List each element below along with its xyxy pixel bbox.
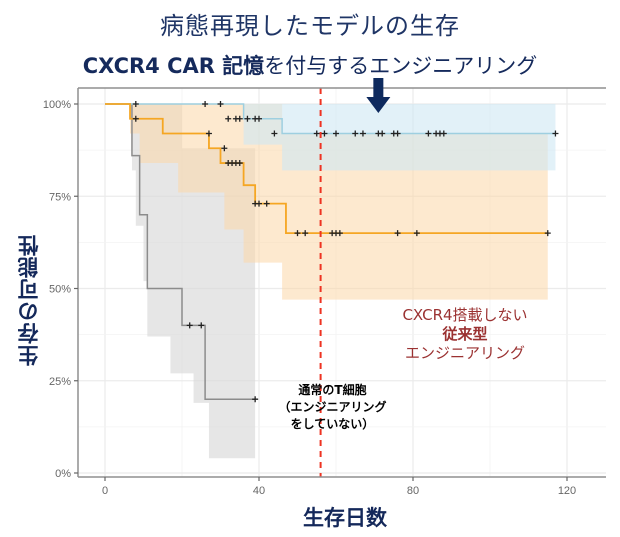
annotation-conventional-line1: CXCR4搭載しない <box>402 306 528 324</box>
y-tick-label: 25% <box>49 376 71 388</box>
censor-mark-icon <box>333 130 339 137</box>
censor-mark-icon <box>394 230 401 237</box>
censor-mark-icon <box>225 115 232 122</box>
censor-mark-icon <box>394 130 401 137</box>
censor-mark-icon <box>413 230 420 237</box>
censor-mark-icon <box>217 101 224 107</box>
censor-mark-icon <box>244 115 251 122</box>
censor-mark-icon <box>221 145 228 152</box>
annotation-normal-line3: をしていない） <box>290 417 375 431</box>
survival-curve-normal-tcell <box>105 103 256 400</box>
annotation-conventional-line3: エンジニアリング <box>404 344 525 362</box>
chart-title: 病態再現したモデルの生存 <box>160 12 460 40</box>
censor-mark-icon <box>252 396 259 403</box>
annotation-normal-line1: 通常のT細胞 <box>298 383 367 397</box>
censor-mark-icon <box>186 322 193 329</box>
censor-mark-icon <box>236 115 243 122</box>
censor-mark-icon <box>205 130 212 137</box>
censor-mark-icon <box>294 230 301 237</box>
censor-mark-icon <box>544 230 551 237</box>
annotation-conventional-bold: 従来型 <box>442 325 488 343</box>
y-tick-label: 75% <box>49 191 71 203</box>
annotation-normal-line2: （エンジニアリング <box>278 400 387 414</box>
censor-mark-icon <box>263 200 270 207</box>
censor-mark-icon <box>379 130 386 137</box>
y-axis-label: 生存の可能性 <box>17 234 41 366</box>
censor-mark-icon <box>552 130 559 137</box>
x-tick-label: 120 <box>558 485 576 497</box>
subtitle-bold: CXCR4 CAR 記憶 <box>82 54 265 78</box>
y-tick-label: 50% <box>49 284 71 296</box>
survival-curve-conventional <box>105 103 548 235</box>
censor-mark-icon <box>271 130 278 137</box>
censor-mark-icon <box>198 322 205 329</box>
censor-mark-icon <box>236 160 243 167</box>
annotation-conventional-line2: 従来型 <box>345 325 585 344</box>
censor-mark-icon <box>132 115 139 122</box>
x-axis-label: 生存日数 <box>303 506 387 530</box>
x-tick-label: 0 <box>102 485 108 497</box>
x-tick-label: 80 <box>407 485 419 497</box>
subtitle-rest: を付与するエンジニアリング <box>264 54 538 78</box>
censor-mark-icon <box>321 130 328 137</box>
ci-band-cxcr4-car <box>205 104 556 171</box>
x-tick-label: 40 <box>253 485 265 497</box>
censor-mark-icon <box>256 200 262 207</box>
annotation-normal-tcell: 通常のT細胞 （エンジニアリング をしていない） <box>265 382 400 433</box>
annotation-conventional: CXCR4搭載しない 従来型 エンジニアリング <box>345 306 585 363</box>
censor-mark-icon <box>336 230 343 237</box>
down-arrow-icon <box>366 78 391 113</box>
censor-mark-icon <box>132 101 139 107</box>
censor-mark-icon <box>313 130 320 137</box>
censor-mark-icon <box>359 130 366 137</box>
censor-mark-icon <box>440 130 447 137</box>
censor-mark-icon <box>302 230 309 237</box>
chart-subtitle: CXCR4 CAR 記憶を付与するエンジニアリング <box>0 50 620 80</box>
y-tick-label: 100% <box>43 99 71 111</box>
y-tick-label: 0% <box>55 468 71 480</box>
censor-mark-icon <box>425 130 432 137</box>
censor-mark-icon <box>202 101 209 107</box>
censor-mark-icon <box>352 130 359 137</box>
censor-mark-icon <box>256 115 262 122</box>
